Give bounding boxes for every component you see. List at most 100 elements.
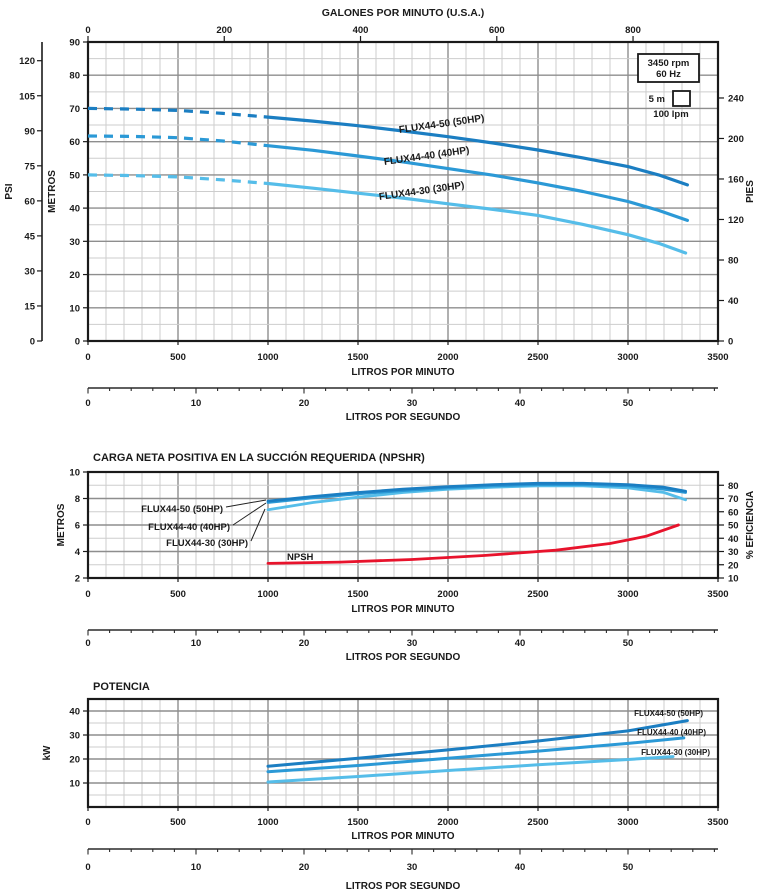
curve-flux44-40 bbox=[266, 144, 689, 222]
ls-tick-label: 20 bbox=[299, 398, 310, 409]
y-tick-label: 20 bbox=[69, 270, 80, 281]
curve-eff-flux44-50 bbox=[266, 481, 687, 503]
npsh-series bbox=[266, 481, 687, 565]
x-axis-title: LITROS POR MINUTO bbox=[351, 831, 454, 842]
curve-label-flux44-50-50hp-: FLUX44-50 (50HP) bbox=[141, 504, 223, 515]
legend-grid-cell-icon bbox=[672, 90, 691, 107]
power-ls-axis: 0 10 20 30 40 50 LITROS POR SEGUNDO bbox=[85, 848, 718, 892]
power-plot-border bbox=[86, 697, 720, 809]
curve-flux44-30 bbox=[266, 181, 688, 255]
curve-flux44-50-dashed bbox=[87, 106, 269, 119]
npsh-x-axis: 0 500 1000 1500 2000 2500 3000 3500 LITROS POR M… bbox=[85, 578, 729, 615]
y-tick-label: 0 bbox=[75, 337, 80, 348]
head-plot-border bbox=[86, 40, 720, 343]
leader-line bbox=[225, 499, 267, 508]
x-tick-label: 3000 bbox=[617, 352, 638, 363]
right-tick-label: 40 bbox=[728, 534, 739, 545]
top-tick-label: 400 bbox=[353, 25, 369, 36]
right-axis-title: PIES bbox=[745, 180, 756, 203]
offset-axis-title: PSI bbox=[4, 183, 15, 199]
offset-tick-label: 30 bbox=[24, 266, 35, 277]
power-chart-title: POTENCIA bbox=[93, 681, 150, 693]
y-tick-label: 4 bbox=[75, 547, 81, 558]
ls-tick-label: 30 bbox=[407, 398, 418, 409]
ls-tick-label: 40 bbox=[515, 638, 526, 649]
x-tick-label: 1000 bbox=[257, 352, 278, 363]
npsh-chart: CARGA NETA POSITIVA EN LA SUCCIÓN REQUER… bbox=[56, 451, 756, 663]
ls-tick-label: 50 bbox=[623, 398, 634, 409]
curve-flux44-50 bbox=[266, 115, 689, 187]
ls-axis-title: LITROS POR SEGUNDO bbox=[346, 881, 461, 892]
legend-speed-label: 60 Hz bbox=[656, 69, 681, 80]
x-tick-label: 500 bbox=[170, 352, 186, 363]
x-tick-label: 2500 bbox=[527, 352, 548, 363]
x-tick-label: 0 bbox=[85, 352, 90, 363]
curve-label-flux44-50-50hp-: FLUX44-50 (50HP) bbox=[634, 709, 703, 718]
ls-tick-label: 10 bbox=[191, 398, 202, 409]
x-tick-label: 2000 bbox=[437, 352, 458, 363]
ls-tick-label: 50 bbox=[623, 638, 634, 649]
top-tick-label: 800 bbox=[625, 25, 641, 36]
y-tick-label: 90 bbox=[69, 38, 80, 49]
right-tick-label: 160 bbox=[728, 174, 744, 185]
leader-line bbox=[232, 502, 267, 526]
offset-tick-label: 0 bbox=[30, 337, 35, 348]
y-tick-label: 70 bbox=[69, 104, 80, 115]
power-series bbox=[266, 719, 689, 784]
x-tick-label: 0 bbox=[85, 589, 90, 600]
leader-line bbox=[250, 508, 266, 542]
head-axis-galones-por-minuto-u-s-a-: 0 200 400 600 800 GALONES POR MINUTO (U.S.A.) bbox=[85, 7, 641, 42]
curve-flux44-40-dashed bbox=[87, 134, 269, 148]
right-axis-title: % EFICIENCIA bbox=[745, 491, 756, 559]
offset-tick-label: 45 bbox=[24, 231, 35, 242]
power-axis-kw: 10 20 30 40 kW bbox=[42, 707, 88, 790]
curve-label-flux44-30-30hp-: FLUX44-30 (30HP) bbox=[641, 748, 710, 757]
x-tick-label: 1500 bbox=[347, 352, 368, 363]
top-tick-label: 200 bbox=[216, 25, 232, 36]
x-tick-label: 1500 bbox=[347, 817, 368, 828]
ls-tick-label: 30 bbox=[407, 862, 418, 873]
right-tick-label: 200 bbox=[728, 134, 744, 145]
right-tick-label: 240 bbox=[728, 93, 744, 104]
ls-tick-label: 20 bbox=[299, 862, 310, 873]
ls-tick-label: 30 bbox=[407, 638, 418, 649]
npsh-chart-title: CARGA NETA POSITIVA EN LA SUCCIÓN REQUER… bbox=[93, 451, 425, 464]
offset-tick-label: 75 bbox=[24, 161, 35, 172]
x-axis-title: LITROS POR MINUTO bbox=[351, 367, 454, 378]
right-tick-label: 50 bbox=[728, 521, 739, 532]
right-tick-label: 120 bbox=[728, 215, 744, 226]
right-tick-label: 80 bbox=[728, 481, 739, 492]
y-axis-title: METROS bbox=[47, 170, 58, 213]
y-tick-label: 50 bbox=[69, 170, 80, 181]
npsh-ls-axis: 0 10 20 30 40 50 LITROS POR SEGUNDO bbox=[85, 629, 718, 663]
ls-tick-label: 40 bbox=[515, 398, 526, 409]
y-tick-label: 40 bbox=[69, 204, 80, 215]
ls-tick-label: 0 bbox=[85, 398, 90, 409]
offset-tick-label: 60 bbox=[24, 196, 35, 207]
curve-label-flux44-40-40hp-: FLUX44-40 (40HP) bbox=[148, 522, 230, 533]
y-tick-label: 2 bbox=[75, 574, 80, 585]
ls-tick-label: 20 bbox=[299, 638, 310, 649]
right-tick-label: 0 bbox=[728, 337, 733, 348]
right-tick-label: 30 bbox=[728, 547, 739, 558]
head-axis-metros: 0 10 20 30 40 50 60 70 80 90 METROS bbox=[47, 38, 88, 348]
y-tick-label: 8 bbox=[75, 494, 80, 505]
ls-axis-title: LITROS POR SEGUNDO bbox=[346, 652, 461, 663]
curve-pow-flux44-40 bbox=[266, 736, 686, 774]
ls-tick-label: 50 bbox=[623, 862, 634, 873]
top-axis-title: GALONES POR MINUTO (U.S.A.) bbox=[322, 7, 485, 19]
y-tick-label: 20 bbox=[69, 755, 80, 766]
head-axis-psi: 0 15 30 45 60 75 90 105 120 PSI bbox=[4, 42, 43, 348]
x-tick-label: 3000 bbox=[617, 589, 638, 600]
legend-cell-width-label: 100 lpm bbox=[653, 109, 688, 120]
x-tick-label: 1500 bbox=[347, 589, 368, 600]
x-tick-label: 2000 bbox=[437, 817, 458, 828]
offset-tick-label: 120 bbox=[19, 56, 35, 67]
curve-pow-flux44-30 bbox=[266, 755, 675, 784]
y-tick-label: 6 bbox=[75, 521, 80, 532]
head-series bbox=[87, 106, 689, 255]
head-x-axis: 0 500 1000 1500 2000 2500 3000 3500 LITROS POR M… bbox=[85, 341, 729, 378]
